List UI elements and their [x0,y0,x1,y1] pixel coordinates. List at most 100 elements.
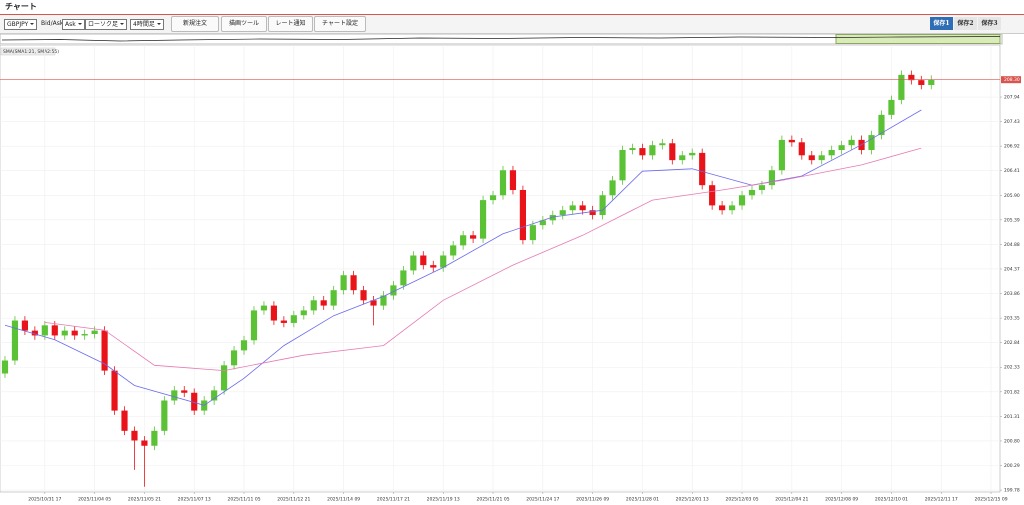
candle-body [420,255,427,266]
candle-body [61,330,68,336]
candle-body [81,334,88,336]
y-tick-label: 202.33 [1004,365,1020,371]
candle-body [499,170,507,196]
candle-body [380,295,387,306]
candle-body [689,152,696,156]
candle-body [659,143,666,146]
rate-alert-button[interactable]: レート通知 [268,16,313,32]
candle-body [260,305,268,311]
candle-body [290,315,297,323]
y-tick-label: 206.41 [1004,168,1020,174]
x-tick-label: 2025/12/10 01 [875,497,908,503]
candle-body [470,235,477,239]
candle-body [410,255,417,271]
new-order-button[interactable]: 新規注文 [171,16,219,32]
navigator [0,34,1003,45]
x-tick-label: 2025/11/28 01 [626,497,659,503]
y-tick-label: 205.39 [1004,217,1020,223]
candle-body [31,330,38,336]
y-tick-label: 200.29 [1004,463,1020,469]
candle-body [211,390,218,401]
saved-tab[interactable]: 保存1 [930,17,953,30]
timeframe-select[interactable]: 4時間足 [130,19,164,30]
candle-body [240,340,248,351]
candle-body [738,195,746,206]
candle-body [778,139,785,171]
candle-body [818,155,825,161]
candle-body [400,270,407,286]
chart: SMA(SMA1:21, SMA2:55) 199.78 200.29 200.80… [0,45,1021,503]
candle-body [509,170,517,190]
x-tick-label: 2025/11/11 05 [227,497,260,503]
y-tick-label: 201.31 [1004,414,1020,420]
candle-body [709,185,716,206]
candle-body [918,80,925,85]
candle-body [679,155,686,161]
candle-body [639,148,646,156]
candle-body [370,300,377,306]
candle-body [569,205,576,211]
symbol-select[interactable]: GBPJPY [4,19,38,30]
candle-body [141,440,148,446]
candle-body [430,265,437,268]
sma-line [44,147,922,372]
candle-body [828,150,835,156]
candle-body [221,365,228,391]
drawing-tool-button[interactable]: 描画ツール [221,16,267,32]
saved-tab[interactable]: 保存3 [978,17,1001,30]
y-tick-label: 207.43 [1004,119,1020,125]
candle-body [878,114,885,136]
header: チャート [0,0,1024,15]
candle-body [719,205,726,211]
candle-body [11,320,19,361]
y-tick-label: 199.78 [1004,488,1020,494]
candle-body [51,325,58,336]
candle-body [898,74,905,100]
chart-style-select[interactable]: ローソク足 [85,19,128,30]
chart-settings-button[interactable]: チャート設定 [314,16,366,32]
x-tick-label: 2025/11/24 17 [526,497,559,503]
page-title: チャート [5,2,37,11]
candle-body [440,255,447,268]
candle-body [230,350,238,366]
y-tick-label: 206.92 [1004,144,1020,150]
candle-body [928,79,935,85]
candle-body [191,392,198,411]
navigator-line [1,36,1001,42]
saved-tab[interactable]: 保存2 [954,17,977,30]
y-tick-label: 204.88 [1004,242,1020,248]
x-tick-label: 2025/11/14 09 [327,497,360,503]
candle-body [101,330,108,371]
bid-ask-label: Bid/Ask [41,20,64,27]
current-price-label: 208.30 [1004,77,1020,83]
candle-body [529,225,536,241]
candle-body [758,185,766,190]
plot-area [0,45,1001,493]
candle-body [111,370,118,411]
candle-body [360,290,367,301]
candle-body [768,170,775,186]
candle-body [320,300,327,306]
candle-body [549,215,556,221]
candle-body [91,330,98,335]
candle-body [330,290,337,306]
candle-body [669,143,676,161]
current-price-box [1001,76,1021,84]
candle-body [181,390,188,393]
y-tick-label: 205.90 [1004,193,1020,199]
toolbar: GBPJPY Bid/Ask Ask ローソク足 4時間足 新規注文 描画ツール… [0,15,1024,34]
candle-body [340,275,347,291]
x-tick-label: 2025/11/26 09 [576,497,609,503]
candle-body [280,320,287,323]
candle-body [71,330,78,336]
side-select[interactable]: Ask [62,19,85,30]
y-tick-label: 200.80 [1004,438,1020,444]
candle-body [888,99,895,115]
x-tick-label: 2025/12/08 09 [825,497,858,503]
x-tick-label: 2025/12/04 21 [775,497,808,503]
y-tick-label: 207.94 [1004,95,1020,101]
navigator-window[interactable] [835,34,1001,44]
candle-body [838,145,845,151]
x-tick-label: 2025/12/15 09 [974,497,1007,503]
